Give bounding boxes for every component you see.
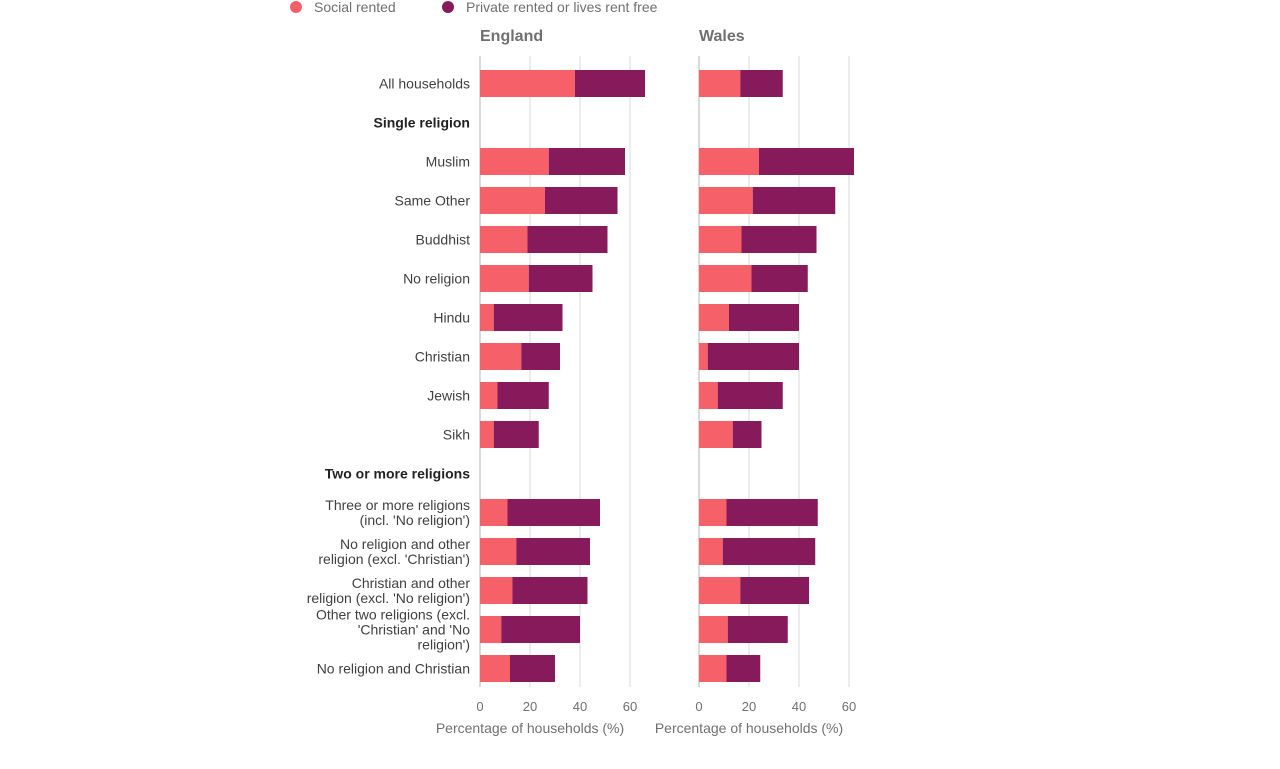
bar-wales-private-rented-same-other [752,187,836,214]
bar-england-social-rented-buddhist [480,226,528,253]
bar-england-social-rented-same-other [480,187,545,214]
bar-england-social-rented-all-households [480,70,575,97]
bar-england-private-rented-three-or-more-religions-incl-no-religion [507,499,600,526]
panel-title-wales: Wales [699,28,745,45]
row-label-sikh: Sikh [443,427,470,443]
bar-wales-private-rented-hindu [729,304,799,331]
bar-wales-private-rented-no-religion-and-other-religion-excl-christian [722,538,816,565]
row-label-no-religion-and-other-religion-excl-christian: No religion and other religion (excl. 'Ch… [318,536,470,567]
bar-england-private-rented-christian-and-other-religion-excl-no-religion [512,577,588,604]
bar-england-private-rented-no-religion-and-christian [510,655,555,682]
bar-wales-social-rented-christian-and-other-religion-excl-no-religion [699,577,741,604]
panel-wales: Wales 0 20 40 60 Percentage of households (%) [655,28,856,736]
x-tick-label-england-40: 40 [573,699,587,714]
bar-england-private-rented-no-religion-and-other-religion-excl-christian [516,538,590,565]
bar-england-private-rented-sikh [493,421,539,448]
bar-wales-private-rented-jewish [717,382,783,409]
bar-wales-private-rented-christian [707,343,799,370]
bar-england-social-rented-no-religion-and-other-religion-excl-christian [480,538,517,565]
legend-private-rented-label: Private rented or lives rent free [466,0,658,15]
bar-wales-social-rented-christian [699,343,708,370]
row-label-same-other: Same Other [395,193,471,209]
bar-wales-social-rented-muslim [699,148,759,175]
bar-wales-private-rented-no-religion [751,265,808,292]
x-tick-label-england-60: 60 [623,699,637,714]
x-tick-label-england-0: 0 [476,699,483,714]
bar-wales-social-rented-jewish [699,382,718,409]
bar-england-social-rented-other-two-religions-excl-christian-and-no-religion [480,616,502,643]
legend-social-rented-label: Social rented [314,0,396,15]
bar-england-private-rented-same-other [545,187,618,214]
bar-england-social-rented-christian [480,343,522,370]
bar-england-social-rented-hindu [480,304,494,331]
row-label-jewish: Jewish [427,388,470,404]
bar-wales-private-rented-buddhist [741,226,817,253]
bar-wales-private-rented-other-two-religions-excl-christian-and-no-religion [727,616,788,643]
bar-wales-social-rented-hindu [699,304,729,331]
x-tick-label-wales-60: 60 [842,699,856,714]
row-label-buddhist: Buddhist [416,232,471,248]
row-label-hindu: Hindu [433,310,470,326]
panel-title-england: England [480,28,543,45]
group-heading-two-or-more-religions: Two or more religions [325,466,470,482]
row-label-muslim: Muslim [426,154,470,170]
x-tick-label-wales-40: 40 [792,699,806,714]
bar-england-private-rented-other-two-religions-excl-christian-and-no-religion [501,616,580,643]
x-axis-title-wales: Percentage of households (%) [655,720,843,736]
bar-wales-social-rented-all-households [699,70,741,97]
bar-england-social-rented-sikh [480,421,494,448]
bar-wales-private-rented-no-religion-and-christian [726,655,761,682]
bar-england-private-rented-buddhist [527,226,608,253]
bar-wales-private-rented-christian-and-other-religion-excl-no-religion [740,577,809,604]
bar-england-social-rented-no-religion-and-christian [480,655,510,682]
legend-social-rented-swatch [290,1,302,13]
row-label-other-two-religions-excl-christian-and-no-religion: Other two religions (excl. 'Christian' an… [316,607,470,653]
bar-england-private-rented-christian [521,343,560,370]
row-label-all-households: All households [379,76,470,92]
panel-england: England 0 20 40 60 Percentage of households (… [436,28,645,736]
bar-wales-social-rented-same-other [699,187,753,214]
legend: Social rented Private rented or lives re… [290,0,658,15]
bar-england-social-rented-jewish [480,382,498,409]
bar-england-social-rented-christian-and-other-religion-excl-no-religion [480,577,513,604]
bar-wales-social-rented-buddhist [699,226,742,253]
bar-wales-private-rented-all-households [740,70,783,97]
bar-wales-social-rented-other-two-religions-excl-christian-and-no-religion [699,616,728,643]
bar-england-social-rented-no-religion [480,265,529,292]
bar-wales-social-rented-no-religion-and-christian [699,655,727,682]
bar-england-private-rented-hindu [493,304,563,331]
x-tick-label-wales-20: 20 [742,699,756,714]
bar-wales-private-rented-sikh [732,421,762,448]
bar-england-social-rented-muslim [480,148,549,175]
legend-private-rented-swatch [442,1,454,13]
bar-wales-private-rented-three-or-more-religions-incl-no-religion [726,499,818,526]
group-heading-single-religion: Single religion [374,115,470,131]
x-tick-label-wales-0: 0 [695,699,702,714]
bar-england-social-rented-three-or-more-religions-incl-no-religion [480,499,508,526]
row-label-christian-and-other-religion-excl-no-religion: Christian and other religion (excl. 'No r… [307,575,471,606]
bar-england-private-rented-jewish [497,382,549,409]
row-label-three-or-more-religions-incl-no-religion: Three or more religions (incl. 'No religi… [325,497,470,528]
x-axis-title-england: Percentage of households (%) [436,720,624,736]
bar-england-private-rented-no-religion [528,265,593,292]
bar-wales-social-rented-sikh [699,421,733,448]
bar-england-private-rented-muslim [548,148,625,175]
bar-england-private-rented-all-households [575,70,645,97]
row-label-no-religion: No religion [403,271,470,287]
x-tick-label-england-20: 20 [523,699,537,714]
bar-wales-social-rented-no-religion-and-other-religion-excl-christian [699,538,723,565]
bar-wales-social-rented-three-or-more-religions-incl-no-religion [699,499,727,526]
row-label-christian: Christian [415,349,470,365]
bar-wales-private-rented-muslim [759,148,854,175]
bar-wales-social-rented-no-religion [699,265,752,292]
row-label-no-religion-and-christian: No religion and Christian [317,661,470,677]
